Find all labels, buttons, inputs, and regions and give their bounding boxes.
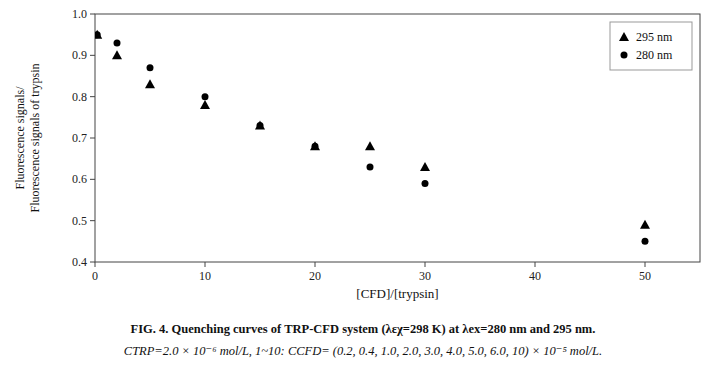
point: [255, 121, 265, 130]
x-tick: [535, 262, 536, 267]
y-tick: [90, 55, 95, 56]
y-tick-label: 0.7: [72, 131, 87, 145]
y-tick-label: 1.0: [72, 7, 87, 21]
x-tick-label: 20: [309, 269, 321, 283]
series: [95, 31, 648, 245]
point: [312, 143, 319, 150]
y-axis-label: Fluorescence signals of trypsin: [28, 64, 42, 213]
x-tick: [645, 262, 646, 267]
legend: 295 nm 280 nm: [610, 22, 692, 70]
caption: FIG. 4. Quenching curves of TRP-CFD syst…: [131, 322, 596, 336]
y-tick-label: 0.9: [72, 48, 87, 62]
y-tick: [90, 14, 95, 15]
y-tick: [90, 138, 95, 139]
y-axis-label: Fluorescence signals/: [13, 86, 27, 190]
point: [114, 39, 121, 46]
x-tick-label: 50: [639, 269, 651, 283]
series: [95, 30, 650, 229]
point: [420, 162, 430, 171]
x-tick-label: 10: [199, 269, 211, 283]
y-tick: [90, 96, 95, 97]
point: [112, 50, 122, 59]
x-tick: [315, 262, 316, 267]
point: [95, 30, 102, 39]
x-tick-label: 30: [419, 269, 431, 283]
point: [367, 163, 374, 170]
point: [365, 141, 375, 150]
point: [640, 220, 650, 229]
y-tick: [90, 220, 95, 221]
x-tick: [205, 262, 206, 267]
point: [200, 100, 210, 109]
marks: [95, 30, 650, 245]
point: [642, 238, 649, 245]
x-axis-label: [CFD]/[trypsin]: [356, 286, 438, 301]
point: [147, 64, 154, 71]
caption: CTRP=2.0 × 10⁻⁶ mol/L, 1~10: CCFD= (0.2,…: [124, 344, 602, 358]
x-tick: [95, 262, 96, 267]
y-tick-label: 0.8: [72, 90, 87, 104]
point: [257, 122, 264, 129]
point: [202, 93, 209, 100]
y-tick: [90, 262, 95, 263]
point: [145, 79, 155, 88]
legend-label: 280 nm: [636, 48, 673, 62]
y-tick: [90, 179, 95, 180]
plot-frame: [95, 14, 700, 262]
point: [95, 31, 101, 38]
legend-label: 295 nm: [636, 30, 673, 44]
point: [310, 141, 320, 150]
chart: 0 10 20 30 40 50 0.4 0.5 0.6 0.7 0.8 0.9 1.0 [CFD]/[t…: [0, 0, 726, 382]
legend-frame: [610, 22, 692, 70]
point: [422, 180, 429, 187]
y-tick-label: 0.6: [72, 172, 87, 186]
y-tick-label: 0.5: [72, 214, 87, 228]
x-tick-label: 40: [529, 269, 541, 283]
y-tick-label: 0.4: [72, 255, 87, 269]
legend-symbol: [621, 52, 628, 59]
x-tick: [425, 262, 426, 267]
legend-symbol: [619, 32, 629, 41]
x-tick-label: 0: [92, 269, 98, 283]
